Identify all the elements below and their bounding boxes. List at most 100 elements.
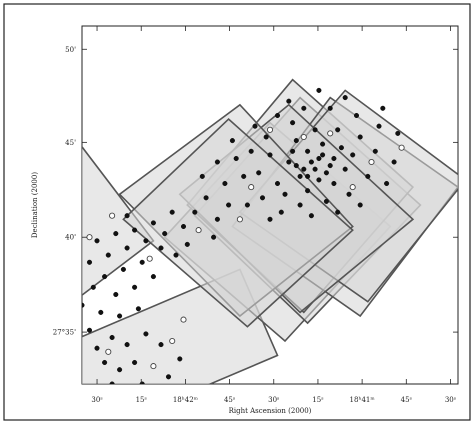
point-45 bbox=[391, 159, 397, 165]
point-9 bbox=[342, 166, 348, 172]
point-93 bbox=[0, 324, 2, 329]
x-tick-label-8: 30ˢ bbox=[445, 396, 457, 404]
point-74 bbox=[113, 231, 119, 237]
y-tick-label-1: 45' bbox=[65, 139, 76, 147]
point-80 bbox=[120, 266, 126, 272]
point-73 bbox=[124, 245, 130, 251]
point-54 bbox=[293, 163, 299, 169]
point-71 bbox=[143, 238, 149, 244]
x-tick-label-0: 30ˢ bbox=[91, 396, 103, 404]
point-41 bbox=[308, 213, 314, 219]
point-70 bbox=[158, 245, 164, 251]
point-52 bbox=[301, 166, 307, 172]
point-29 bbox=[365, 173, 371, 179]
point-64 bbox=[180, 223, 187, 230]
point-44 bbox=[384, 180, 390, 187]
point-open-150 bbox=[109, 212, 116, 219]
point-68 bbox=[184, 241, 190, 247]
point-62 bbox=[203, 195, 209, 201]
point-7 bbox=[293, 138, 299, 144]
point-40 bbox=[267, 216, 273, 222]
point-open-144 bbox=[327, 130, 334, 137]
point-76 bbox=[94, 238, 100, 244]
point-81 bbox=[139, 259, 145, 265]
point-17 bbox=[357, 134, 363, 140]
x-tick-label-4: 30ˢ bbox=[268, 396, 280, 404]
point-26 bbox=[297, 202, 303, 208]
point-61 bbox=[214, 216, 220, 222]
point-79 bbox=[102, 274, 108, 280]
x-tick-label-5: 15ˢ bbox=[312, 396, 324, 404]
point-106 bbox=[143, 331, 149, 337]
point-125 bbox=[199, 173, 205, 179]
point-21 bbox=[263, 134, 269, 140]
point-110 bbox=[132, 359, 138, 366]
point-31 bbox=[376, 123, 382, 129]
point-107 bbox=[158, 342, 164, 348]
point-60 bbox=[226, 202, 232, 208]
point-51 bbox=[308, 159, 314, 165]
point-open-151 bbox=[236, 216, 243, 223]
point-126 bbox=[214, 159, 220, 165]
y-axis-title: Declination (2000) bbox=[31, 172, 39, 238]
point-2 bbox=[312, 166, 318, 172]
point-63 bbox=[192, 209, 198, 215]
point-119 bbox=[177, 356, 183, 362]
point-1 bbox=[305, 148, 311, 154]
point-open-149 bbox=[398, 144, 405, 151]
point-4 bbox=[320, 152, 326, 158]
field-footprint-9 bbox=[122, 118, 354, 328]
point-46 bbox=[395, 130, 401, 136]
point-82 bbox=[150, 274, 156, 280]
point-118 bbox=[165, 374, 172, 380]
point-34 bbox=[301, 105, 307, 111]
point-105 bbox=[124, 342, 130, 348]
x-tick-label-1: 15ˢ bbox=[136, 396, 148, 404]
point-35 bbox=[274, 112, 281, 119]
point-30 bbox=[372, 148, 378, 154]
point-13 bbox=[282, 191, 288, 197]
y-tick-label-0: 50' bbox=[65, 46, 76, 54]
point-open-135 bbox=[150, 363, 157, 370]
field-footprints bbox=[82, 78, 458, 384]
point-109 bbox=[117, 367, 123, 373]
point-11 bbox=[267, 152, 273, 158]
point-0 bbox=[286, 159, 292, 165]
point-97 bbox=[82, 302, 85, 308]
point-open-146 bbox=[266, 126, 274, 133]
point-128 bbox=[211, 234, 217, 240]
point-12 bbox=[256, 170, 262, 176]
point-127 bbox=[229, 138, 235, 144]
point-56 bbox=[305, 173, 311, 179]
point-open-132 bbox=[146, 255, 153, 262]
point-99 bbox=[117, 313, 123, 319]
point-25 bbox=[278, 209, 284, 215]
point-38 bbox=[222, 180, 228, 187]
point-open-142 bbox=[86, 234, 93, 241]
point-15 bbox=[331, 180, 337, 187]
point-33 bbox=[327, 105, 333, 111]
point-111 bbox=[109, 381, 115, 384]
x-tick-label-7: 45ˢ bbox=[401, 396, 413, 404]
x-axis-title: Right Ascension (2000) bbox=[229, 407, 312, 415]
point-22 bbox=[248, 148, 254, 154]
point-83 bbox=[132, 284, 138, 290]
y-tick-label-3: 27°35' bbox=[53, 329, 76, 337]
point-43 bbox=[357, 202, 363, 208]
point-57 bbox=[290, 148, 296, 154]
point-19 bbox=[312, 127, 318, 133]
y-tick-label-2: 40' bbox=[65, 234, 76, 242]
point-open-136 bbox=[105, 348, 112, 355]
point-85 bbox=[90, 284, 96, 290]
point-66 bbox=[162, 231, 168, 237]
point-59 bbox=[331, 155, 337, 162]
point-50 bbox=[286, 98, 292, 104]
point-open-138 bbox=[180, 316, 187, 323]
point-20 bbox=[290, 120, 296, 126]
point-47 bbox=[380, 105, 386, 111]
point-32 bbox=[353, 112, 360, 119]
point-14 bbox=[305, 188, 311, 194]
data-points bbox=[0, 87, 405, 384]
point-58 bbox=[320, 141, 326, 147]
